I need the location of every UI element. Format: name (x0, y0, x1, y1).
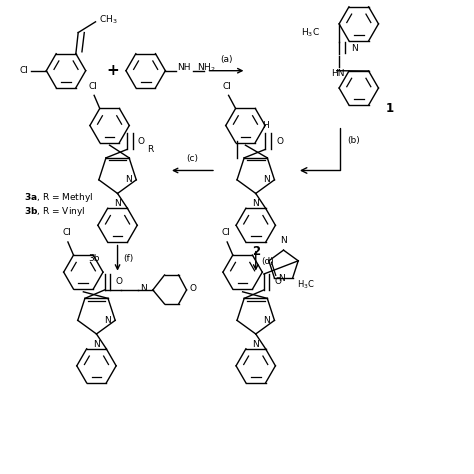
Text: N: N (263, 175, 270, 184)
Text: $\mathbf{3b}$, R = Vinyl: $\mathbf{3b}$, R = Vinyl (24, 205, 85, 218)
Text: O: O (190, 284, 196, 293)
Text: H$_3$C: H$_3$C (297, 279, 315, 292)
Text: Cl: Cl (221, 228, 230, 237)
Text: 2: 2 (252, 246, 260, 258)
Text: H$_3$C: H$_3$C (301, 26, 319, 38)
Text: H: H (262, 121, 269, 130)
Text: 1: 1 (386, 102, 394, 115)
Text: N: N (351, 44, 357, 53)
Text: N: N (125, 175, 132, 184)
Text: N: N (278, 273, 285, 283)
Text: Cl: Cl (19, 66, 28, 75)
Text: Cl: Cl (62, 228, 71, 237)
Text: N: N (104, 316, 110, 325)
Text: R: R (147, 145, 154, 154)
Text: Cl: Cl (223, 82, 232, 91)
Text: O: O (274, 277, 282, 286)
Text: Cl: Cl (88, 82, 97, 91)
Text: (c): (c) (186, 154, 199, 163)
Text: N: N (140, 283, 147, 292)
Text: N: N (93, 339, 100, 348)
Text: N: N (263, 316, 270, 325)
Text: N: N (280, 237, 287, 246)
Text: HN: HN (331, 69, 344, 78)
Text: NH: NH (177, 63, 191, 72)
Text: (b): (b) (347, 137, 360, 146)
Text: O: O (138, 137, 145, 146)
Text: (d): (d) (261, 257, 274, 266)
Text: N: N (114, 199, 121, 208)
Text: $\mathbf{3a}$, R = Methyl: $\mathbf{3a}$, R = Methyl (24, 191, 93, 204)
Text: N: N (252, 199, 259, 208)
Text: N: N (252, 339, 259, 348)
Text: (f): (f) (124, 254, 134, 263)
Text: +: + (107, 63, 119, 78)
Text: O: O (276, 137, 283, 146)
Text: 3b: 3b (89, 254, 100, 263)
Text: O: O (115, 277, 122, 286)
Text: NH$_2$: NH$_2$ (197, 61, 216, 73)
Text: CH$_3$: CH$_3$ (99, 14, 118, 26)
Text: (a): (a) (220, 55, 232, 64)
